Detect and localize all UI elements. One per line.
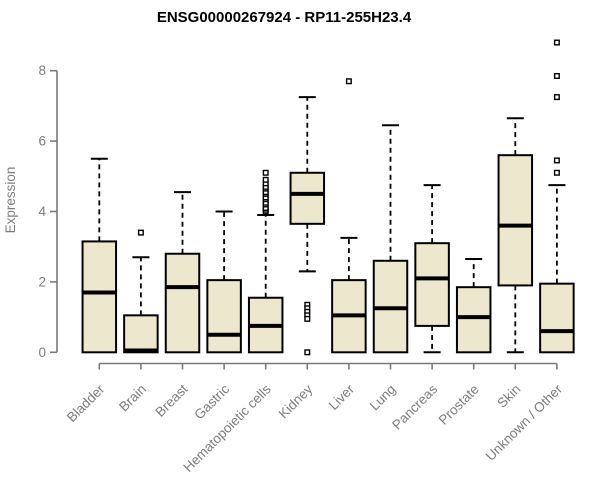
x-category-label: Gastric [191, 381, 232, 422]
box-group [247, 169, 284, 354]
outlier-point [553, 94, 560, 101]
outlier-point [553, 39, 560, 46]
outlier-point [304, 315, 311, 322]
y-tick-label: 6 [38, 134, 46, 149]
outlier-point [553, 157, 560, 164]
box-group [414, 184, 450, 354]
x-category-label: Pancreas [389, 381, 440, 432]
x-category-label: Skin [494, 382, 523, 411]
box-group [289, 96, 326, 356]
box-group [123, 229, 159, 354]
outlier-point [345, 78, 352, 85]
box-group [331, 78, 367, 354]
outlier-point [553, 169, 560, 176]
iqr-box [289, 171, 326, 225]
x-category-label: Liver [326, 381, 358, 413]
y-tick-label: 8 [38, 63, 46, 78]
iqr-box [497, 154, 534, 287]
y-tick-label: 4 [38, 204, 46, 219]
box-group [81, 157, 118, 354]
iqr-box [123, 314, 159, 354]
x-category-label: Kidney [276, 381, 316, 421]
iqr-box [206, 279, 242, 354]
iqr-box [164, 252, 201, 354]
box-group [497, 117, 534, 354]
iqr-box [81, 240, 118, 354]
box-group [539, 39, 575, 354]
y-tick-label: 2 [38, 274, 46, 289]
x-category-label: Breast [152, 381, 190, 419]
outlier-point [262, 176, 269, 183]
x-category-label: Unknown / Other [483, 381, 566, 464]
chart-title: ENSG00000267924 - RP11-255H23.4 [156, 9, 412, 26]
outlier-point [304, 349, 311, 356]
x-category-label: Brain [116, 382, 149, 415]
box-group [455, 258, 492, 354]
x-category-label: Prostate [436, 382, 482, 428]
box-group [206, 210, 242, 354]
x-category-label: Lung [367, 382, 399, 414]
iqr-box [414, 242, 450, 327]
box-group [164, 191, 201, 354]
iqr-box [539, 282, 575, 354]
outlier-point [137, 229, 144, 236]
outlier-point [262, 169, 269, 176]
y-axis-title: Expression [3, 167, 18, 234]
box-group [372, 124, 409, 354]
outlier-point [553, 72, 560, 79]
x-category-label: Bladder [64, 381, 108, 425]
y-tick-label: 0 [38, 345, 46, 360]
iqr-box [455, 286, 492, 354]
